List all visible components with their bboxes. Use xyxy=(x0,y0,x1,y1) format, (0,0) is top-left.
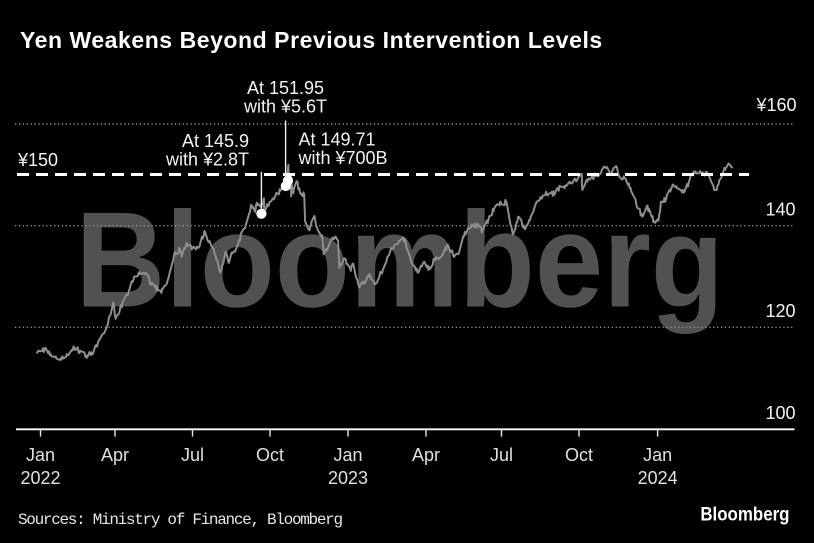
svg-text:with ¥5.6T: with ¥5.6T xyxy=(243,97,327,117)
svg-text:Oct: Oct xyxy=(256,445,284,465)
svg-text:Apr: Apr xyxy=(101,445,129,465)
svg-text:Jan: Jan xyxy=(26,445,55,465)
svg-text:with ¥2.8T: with ¥2.8T xyxy=(165,150,249,170)
svg-text:Jul: Jul xyxy=(181,445,204,465)
svg-text:Sources: Ministry of Finance,: Sources: Ministry of Finance, Bloomberg xyxy=(18,511,342,529)
svg-text:Jul: Jul xyxy=(490,445,513,465)
svg-text:Bloomberg: Bloomberg xyxy=(700,504,789,525)
svg-text:Apr: Apr xyxy=(412,445,440,465)
svg-text:¥150: ¥150 xyxy=(17,150,58,170)
svg-text:At 151.95: At 151.95 xyxy=(247,78,324,98)
svg-text:120: 120 xyxy=(765,301,795,321)
svg-text:At 145.9: At 145.9 xyxy=(182,131,249,151)
svg-text:At 149.71: At 149.71 xyxy=(299,130,376,150)
svg-text:with ¥700B: with ¥700B xyxy=(298,148,388,168)
svg-text:¥160: ¥160 xyxy=(755,95,796,115)
svg-text:Bloomberg: Bloomberg xyxy=(75,183,723,335)
svg-text:100: 100 xyxy=(765,403,795,423)
svg-text:2023: 2023 xyxy=(328,468,368,488)
svg-text:Jan: Jan xyxy=(643,445,672,465)
svg-text:Jan: Jan xyxy=(333,445,362,465)
svg-text:140: 140 xyxy=(765,200,795,220)
svg-text:Oct: Oct xyxy=(565,445,593,465)
svg-text:2024: 2024 xyxy=(638,468,678,488)
svg-text:2022: 2022 xyxy=(20,468,60,488)
